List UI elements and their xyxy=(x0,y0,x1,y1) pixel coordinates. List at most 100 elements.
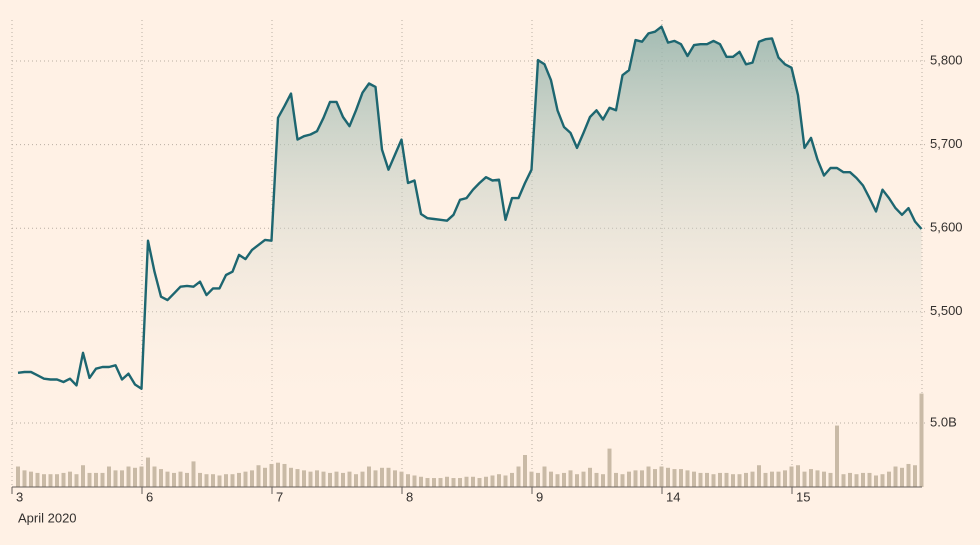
volume-bar xyxy=(22,470,27,487)
volume-bar xyxy=(802,471,807,487)
volume-bar xyxy=(107,466,111,487)
volume-bar xyxy=(172,472,176,487)
volume-bar xyxy=(666,467,670,487)
volume-bar xyxy=(406,474,410,487)
volume-bar xyxy=(308,471,313,487)
volume-bar xyxy=(510,472,514,487)
volume-bar xyxy=(100,472,105,487)
volume-bar xyxy=(672,469,677,487)
volume-bar xyxy=(380,467,384,487)
volume-bar xyxy=(419,476,423,487)
volume-bar xyxy=(399,471,404,487)
volume-bar xyxy=(783,470,787,487)
volume-bar xyxy=(321,471,326,487)
volume-bar xyxy=(360,471,365,487)
volume-bar xyxy=(809,469,813,487)
volume-bar xyxy=(601,474,605,487)
volume-bar xyxy=(250,470,254,487)
volume-bar xyxy=(627,471,631,487)
volume-bar xyxy=(432,478,436,487)
volume-bar xyxy=(737,474,742,487)
price-area xyxy=(18,26,922,423)
volume-bar xyxy=(295,469,300,487)
volume-bar xyxy=(750,471,755,487)
volume-bar xyxy=(653,469,657,487)
volume-bar xyxy=(458,478,462,487)
volume-bar xyxy=(393,470,397,487)
volume-bar xyxy=(243,471,248,487)
x-tick-label: 9 xyxy=(536,489,543,504)
volume-bar xyxy=(133,467,137,487)
x-tick-label: 14 xyxy=(666,489,680,504)
volume-bar xyxy=(718,472,722,487)
volume-bar xyxy=(698,472,703,487)
volume-bar xyxy=(328,472,332,487)
x-tick-label: 15 xyxy=(796,489,810,504)
volume-bar xyxy=(575,474,579,487)
volume-bar xyxy=(497,474,501,487)
volume-bar xyxy=(549,471,553,487)
volume-bar xyxy=(919,393,924,487)
volume-bar xyxy=(887,471,891,487)
volume-bar xyxy=(16,466,20,487)
volume-bar xyxy=(503,475,508,487)
volume-bar xyxy=(68,471,72,487)
volume-bar xyxy=(536,472,540,487)
volume-bar xyxy=(841,474,846,487)
volume-bar xyxy=(81,465,85,487)
volume-bar xyxy=(588,467,592,487)
volume-bar xyxy=(185,472,189,487)
volume-bar xyxy=(386,467,391,487)
volume-bar xyxy=(178,471,183,487)
volume-bar xyxy=(61,472,66,487)
volume-bar xyxy=(659,466,664,487)
volume-bar xyxy=(302,470,306,487)
volume-bar xyxy=(692,471,696,487)
volume-bar xyxy=(354,474,358,487)
y-tick-label: 5,500 xyxy=(930,303,963,318)
volume-bar xyxy=(848,472,852,487)
volume-bar xyxy=(204,474,209,487)
volume-bar xyxy=(711,474,716,487)
volume-bar xyxy=(484,476,488,487)
volume-bar xyxy=(256,465,261,487)
volume-bar xyxy=(900,467,904,487)
volume-bar xyxy=(640,470,644,487)
volume-bar xyxy=(217,475,222,487)
volume-bar xyxy=(679,469,683,487)
volume-bar xyxy=(594,472,599,487)
volume-bar xyxy=(815,470,820,487)
volume-bar xyxy=(412,475,417,487)
volume-bar xyxy=(451,478,456,487)
volume-bar xyxy=(880,474,885,487)
x-sublabel: April 2020 xyxy=(18,510,77,525)
volume-bar xyxy=(620,474,625,487)
y-tick-label: 5,700 xyxy=(930,136,963,151)
volume-bar xyxy=(425,478,430,487)
volume-bar xyxy=(341,472,345,487)
volume-bar xyxy=(334,471,339,487)
volume-bar xyxy=(757,465,761,487)
volume-bar xyxy=(789,466,794,487)
y-tick-label: 5.0B xyxy=(930,414,957,429)
volume-bar xyxy=(237,472,241,487)
volume-bar xyxy=(289,467,293,487)
volume-bar xyxy=(685,470,690,487)
x-tick-label: 6 xyxy=(146,489,153,504)
volume-bar xyxy=(276,462,280,487)
volume-bar xyxy=(269,463,274,487)
volume-bar xyxy=(367,466,371,487)
volume-bar xyxy=(126,466,131,487)
volume-bar xyxy=(315,470,319,487)
volume-bar xyxy=(48,474,53,487)
volume-bar xyxy=(94,472,98,487)
volume-bar xyxy=(198,472,202,487)
volume-bar xyxy=(776,471,781,487)
volume-bar xyxy=(607,448,612,487)
volume-bar xyxy=(471,476,475,487)
volume-bar xyxy=(74,474,79,487)
volume-bar xyxy=(913,465,917,487)
x-tick-label: 8 xyxy=(406,489,413,504)
